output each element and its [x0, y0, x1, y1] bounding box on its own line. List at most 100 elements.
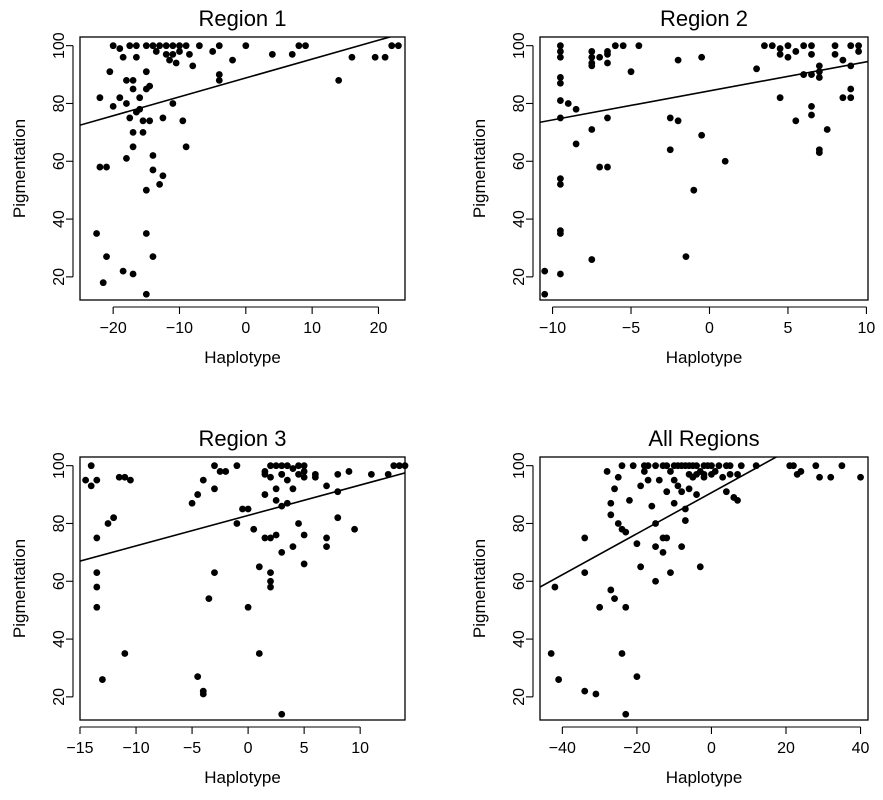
- data-point: [808, 50, 815, 58]
- x-tick-label: 0: [707, 740, 716, 757]
- y-axis-label: Pigmentation: [470, 119, 489, 218]
- data-point: [289, 485, 297, 493]
- data-point: [622, 528, 630, 536]
- x-tick-label: −20: [100, 320, 127, 337]
- x-tick-label: 10: [303, 320, 321, 337]
- data-point: [123, 100, 130, 107]
- data-point: [261, 470, 269, 478]
- data-point: [261, 491, 269, 498]
- data-point: [295, 470, 302, 478]
- data-point: [557, 270, 564, 278]
- x-axis-label: Haplotype: [666, 768, 743, 787]
- y-tick-label: 80: [511, 514, 528, 532]
- x-tick-label: −10: [539, 320, 566, 337]
- x-tick-label: 40: [852, 740, 870, 757]
- data-point: [622, 603, 630, 611]
- data-point: [792, 117, 800, 125]
- data-point: [666, 146, 674, 154]
- data-point: [614, 520, 622, 527]
- data-point: [541, 267, 549, 275]
- data-point: [808, 71, 815, 78]
- data-point: [761, 42, 768, 50]
- data-point: [283, 476, 291, 484]
- y-axis-label: Pigmentation: [10, 539, 29, 638]
- data-point: [847, 85, 855, 93]
- data-point: [348, 53, 356, 61]
- data-point: [121, 650, 129, 657]
- x-axis-label: Haplotype: [204, 768, 281, 787]
- data-point: [633, 673, 641, 681]
- data-point: [808, 42, 815, 50]
- data-point: [211, 569, 218, 577]
- data-point: [146, 117, 154, 125]
- data-point: [87, 462, 95, 470]
- data-point: [334, 514, 342, 522]
- data-point: [250, 525, 258, 533]
- plot-frame: [539, 36, 869, 301]
- data-point: [129, 128, 137, 136]
- data-point: [169, 42, 177, 50]
- y-tick-label: 20: [51, 268, 68, 286]
- data-point: [222, 468, 230, 475]
- data-point: [139, 117, 147, 125]
- y-tick-label: 80: [51, 94, 68, 112]
- data-point: [136, 105, 144, 113]
- data-point: [693, 462, 700, 470]
- data-point: [652, 543, 659, 550]
- data-point: [371, 53, 379, 61]
- data-point: [116, 45, 124, 52]
- data-point: [674, 117, 682, 125]
- data-point: [278, 710, 286, 718]
- data-point: [776, 45, 784, 52]
- data-point: [667, 569, 674, 577]
- y-tick-label: 100: [511, 32, 528, 59]
- data-point: [272, 462, 280, 470]
- data-point: [323, 543, 330, 550]
- data-point: [142, 68, 150, 76]
- data-point: [681, 517, 689, 524]
- x-tick-label: −10: [166, 320, 193, 337]
- data-point: [156, 42, 163, 50]
- data-point: [715, 462, 723, 470]
- data-point: [557, 230, 564, 237]
- data-point: [635, 42, 643, 50]
- data-point: [345, 468, 353, 475]
- x-tick-label: 20: [370, 320, 388, 337]
- x-tick-label: 5: [784, 320, 793, 337]
- panel-all-regions: All Regions −40 −20 0 20 40 20 40 60 80 100 Haploty…: [470, 426, 870, 787]
- y-axis-label: Pigmentation: [470, 539, 489, 638]
- data-point: [557, 42, 564, 50]
- data-point: [581, 534, 589, 542]
- data-point: [142, 290, 150, 298]
- data-point: [572, 140, 580, 148]
- data-point: [295, 42, 303, 50]
- data-point: [855, 48, 862, 55]
- data-point: [588, 256, 596, 263]
- regression-line: [540, 60, 868, 124]
- data-point: [159, 114, 167, 122]
- data-point: [267, 534, 274, 542]
- data-point: [719, 473, 727, 481]
- data-point: [104, 520, 112, 527]
- data-point: [205, 595, 213, 603]
- data-point: [823, 126, 831, 133]
- data-point: [611, 595, 618, 603]
- chart-title: Region 2: [660, 6, 748, 31]
- data-point: [557, 53, 564, 61]
- data-point: [99, 279, 107, 287]
- data-point: [149, 152, 157, 159]
- data-point: [278, 470, 286, 478]
- data-point: [722, 462, 730, 470]
- y-tick-label: 100: [51, 32, 68, 59]
- x-tick-label: 10: [858, 320, 876, 337]
- plot-frame: [539, 456, 869, 721]
- data-point: [152, 48, 160, 55]
- regression-line: [80, 472, 405, 562]
- data-point: [711, 468, 719, 475]
- data-point: [261, 534, 269, 542]
- data-point: [557, 79, 564, 87]
- panel-region-3: Region 3 −15 −10 −5 0 5 10 20 40 60 80 100 Haplotype…: [10, 426, 409, 787]
- data-point: [831, 50, 839, 58]
- data-point: [267, 473, 274, 481]
- regression-line: [540, 457, 778, 588]
